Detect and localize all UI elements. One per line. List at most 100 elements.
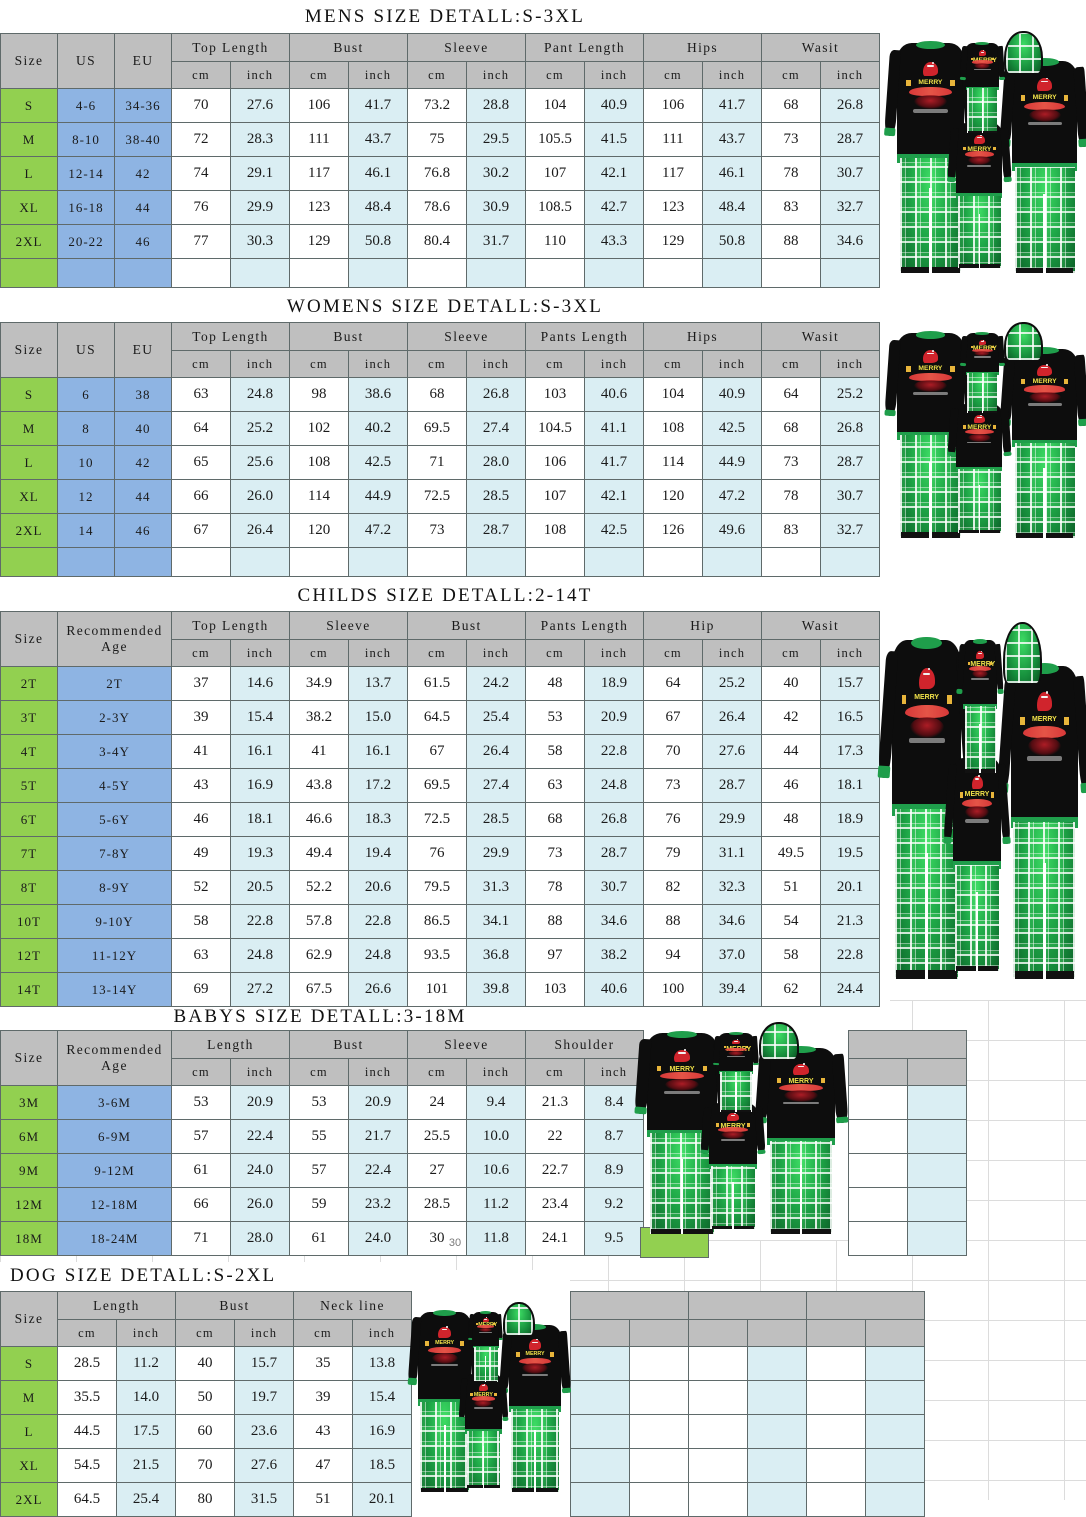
christmas-graphic: MERRY bbox=[516, 1339, 553, 1379]
cell-value-cm: 67 bbox=[408, 735, 467, 769]
pajama-figure: MERRY bbox=[509, 1325, 561, 1492]
left-cuff bbox=[960, 363, 966, 366]
pet-pajama-piece bbox=[759, 1022, 799, 1061]
extra-unit-header bbox=[748, 1320, 807, 1347]
extra-cell bbox=[807, 1449, 866, 1483]
left-ankle-cuff bbox=[1015, 971, 1043, 979]
cell-recommended-age: 12-18M bbox=[58, 1188, 172, 1222]
pajama-top: MERRY bbox=[509, 1325, 561, 1412]
unit-header-inch: inch bbox=[467, 1059, 526, 1086]
pajama-top: MERRY bbox=[719, 1033, 753, 1074]
leg-split bbox=[1043, 468, 1045, 538]
santa-hat-pompom bbox=[737, 1039, 738, 1040]
extra-cell bbox=[866, 1381, 925, 1415]
pajama-top: MERRY bbox=[1012, 349, 1077, 447]
unit-header-inch: inch bbox=[231, 62, 290, 89]
cell-size: XL bbox=[1, 191, 58, 225]
cell-value-inch: 26.0 bbox=[231, 480, 290, 514]
pajama-figure: MERRY bbox=[956, 123, 1002, 268]
cell-value-inch: 16.5 bbox=[821, 701, 880, 735]
cell-recommended-age: 12 bbox=[58, 480, 115, 514]
right-ankle-cuff bbox=[932, 532, 960, 537]
santa-hat-brim bbox=[442, 1329, 447, 1330]
cell-recommended-age: 13-14Y bbox=[58, 973, 172, 1007]
cell-value-inch: 18.3 bbox=[349, 803, 408, 837]
leg-split bbox=[1043, 863, 1045, 979]
cell-value-cm: 73 bbox=[526, 837, 585, 871]
cell-recommended-age: 6-9M bbox=[58, 1120, 172, 1154]
cell-value-inch: 18.5 bbox=[353, 1449, 412, 1483]
cell-value-cm: 49.4 bbox=[290, 837, 349, 871]
blank-cell-cm bbox=[172, 548, 231, 577]
santa-hat-brim bbox=[977, 417, 982, 418]
santa-hat-brim bbox=[731, 1115, 736, 1116]
left-ankle-cuff bbox=[651, 1229, 681, 1234]
cell-value-inch: 18.1 bbox=[231, 803, 290, 837]
leg-split bbox=[800, 1165, 803, 1234]
blank-cell-cm bbox=[290, 259, 349, 288]
extra-cell bbox=[849, 1222, 908, 1256]
cell-value-cm: 68 bbox=[408, 378, 467, 412]
table-babys-extra-wrap bbox=[848, 1030, 967, 1256]
cell-value-inch: 17.3 bbox=[821, 735, 880, 769]
cell-value-inch: 16.1 bbox=[349, 735, 408, 769]
cell-value-inch: 41.5 bbox=[585, 123, 644, 157]
santa-hat-pompom bbox=[446, 1326, 448, 1327]
unit-header-cm: cm bbox=[290, 640, 349, 667]
subtitle-line bbox=[1027, 756, 1062, 760]
cell-value-inch: 50.8 bbox=[703, 225, 762, 259]
santa-hat-brim bbox=[927, 65, 934, 66]
plaid-pajama-pants bbox=[958, 196, 1000, 269]
berry-wreath-graphic bbox=[721, 1131, 744, 1139]
cell-value-inch: 20.9 bbox=[349, 1086, 408, 1120]
cell-value-inch: 20.9 bbox=[231, 1086, 290, 1120]
cell-value-inch: 27.4 bbox=[467, 769, 526, 803]
left-sleeve bbox=[960, 336, 968, 366]
unit-header-inch: inch bbox=[231, 351, 290, 378]
cell-value-inch: 47.2 bbox=[349, 514, 408, 548]
christmas-graphic: MERRY bbox=[971, 50, 994, 72]
cell-size: L bbox=[1, 1415, 58, 1449]
section-title-mens: MENS SIZE DETALL:S-3XL bbox=[0, 6, 890, 28]
gift-box-right-icon bbox=[993, 425, 996, 428]
measure-header-hips: Hips bbox=[644, 323, 762, 351]
cell-value-cm: 76 bbox=[172, 191, 231, 225]
cell-value-cm: 104 bbox=[644, 378, 703, 412]
cell-size: M bbox=[1, 123, 58, 157]
cell-value-cm: 57 bbox=[172, 1120, 231, 1154]
unit-header-cm: cm bbox=[294, 1320, 353, 1347]
cell-value-cm: 110 bbox=[526, 225, 585, 259]
cell-value-inch: 20.1 bbox=[821, 871, 880, 905]
right-cuff bbox=[998, 689, 1004, 694]
cell-value-cm: 27 bbox=[408, 1154, 467, 1188]
extra-cell bbox=[630, 1449, 689, 1483]
cell-value-inch: 15.4 bbox=[353, 1381, 412, 1415]
cell-value-inch: 29.9 bbox=[703, 803, 762, 837]
leg-split bbox=[929, 188, 931, 273]
santa-hat-icon bbox=[1037, 78, 1052, 91]
measure-header-length: Length bbox=[172, 1031, 290, 1059]
cell-value-inch: 32.3 bbox=[703, 871, 762, 905]
left-sleeve bbox=[948, 127, 960, 182]
christmas-graphic: MERRY bbox=[657, 1050, 707, 1098]
pajama-top: MERRY bbox=[956, 123, 1002, 198]
cell-value-cm: 114 bbox=[290, 480, 349, 514]
santa-hat-icon bbox=[529, 1339, 541, 1349]
cell-value-inch: 13.8 bbox=[353, 1347, 412, 1381]
cell-value-cm: 68 bbox=[762, 89, 821, 123]
cell-value-inch: 19.7 bbox=[235, 1381, 294, 1415]
cell-value-inch: 26.4 bbox=[231, 514, 290, 548]
unit-header-inch: inch bbox=[821, 640, 880, 667]
cell-value-inch: 24.4 bbox=[821, 973, 880, 1007]
cell-value-cm: 98 bbox=[290, 378, 349, 412]
cell-eu: 38-40 bbox=[115, 123, 172, 157]
christmas-graphic: MERRY bbox=[724, 1040, 748, 1059]
left-cuff bbox=[634, 1107, 646, 1115]
subtitle-line bbox=[479, 1332, 492, 1333]
unit-header-inch: inch bbox=[821, 62, 880, 89]
